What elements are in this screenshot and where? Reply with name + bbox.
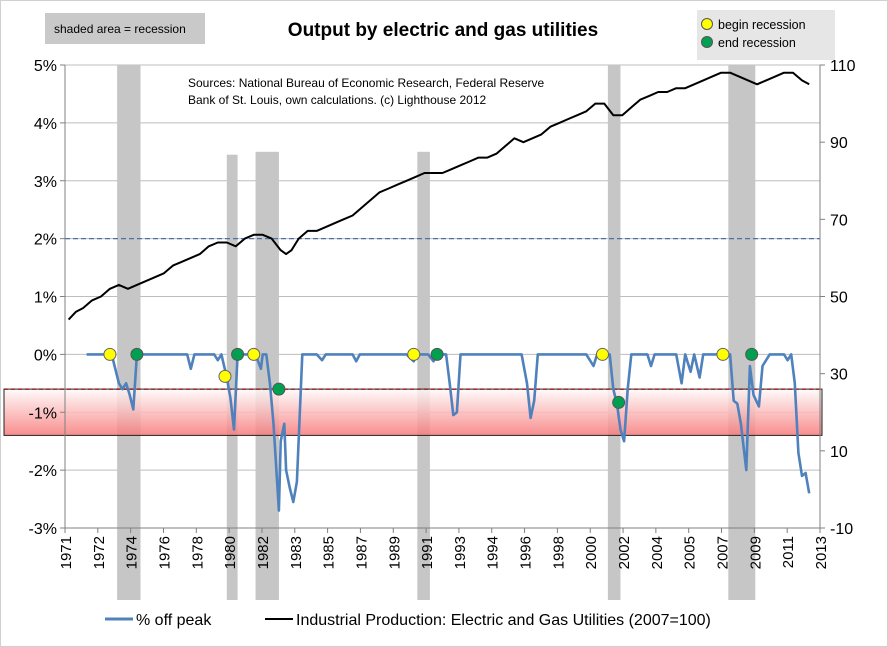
left-tick-label: -3% xyxy=(29,521,57,538)
begin-recession-legend-icon xyxy=(701,18,713,30)
left-tick-label: -1% xyxy=(29,405,57,422)
left-tick-label: -2% xyxy=(29,463,57,480)
shading-note-box xyxy=(45,13,205,44)
begin-recession-marker xyxy=(716,347,730,361)
right-tick-label: 10 xyxy=(830,444,848,461)
x-tick-label: 1991 xyxy=(419,536,436,569)
begin-recession-marker xyxy=(407,347,421,361)
recession-band xyxy=(417,151,430,600)
end-recession-legend-icon xyxy=(701,36,713,48)
right-tick-label: 110 xyxy=(830,58,856,75)
x-tick-label: 1989 xyxy=(386,536,403,569)
left-tick-label: 5% xyxy=(34,58,57,75)
left-tick-label: 0% xyxy=(34,347,57,364)
left-tick-label: 4% xyxy=(34,116,57,133)
left-tick-label: 2% xyxy=(34,232,57,249)
left-tick-label: 1% xyxy=(34,290,57,307)
x-tick-label: 1974 xyxy=(124,536,141,569)
begin-recession-legend-label: begin recession xyxy=(718,18,806,32)
recession-band xyxy=(255,151,279,600)
x-tick-label: 1978 xyxy=(189,536,206,569)
recession-band xyxy=(226,154,238,601)
x-tick-label: 2009 xyxy=(747,536,764,569)
x-tick-label: 1993 xyxy=(452,536,469,569)
left-tick-label: 3% xyxy=(34,174,57,191)
end-recession-marker xyxy=(272,382,286,396)
x-tick-label: 1982 xyxy=(255,536,272,569)
legend-label-industrial-production: Industrial Production: Electric and Gas … xyxy=(296,612,711,629)
x-tick-label: 2007 xyxy=(715,536,732,569)
x-tick-label: 2004 xyxy=(649,536,666,569)
end-recession-marker xyxy=(745,347,759,361)
x-tick-label: 1971 xyxy=(58,536,75,569)
series-line-pct-off-peak xyxy=(86,353,811,512)
end-recession-marker xyxy=(231,347,245,361)
right-tick-label: 30 xyxy=(830,367,848,384)
begin-recession-marker xyxy=(247,347,261,361)
x-tick-label: 2005 xyxy=(682,536,699,569)
x-tick-label: 1972 xyxy=(91,536,108,569)
recession-band xyxy=(117,65,141,600)
x-tick-label: 1985 xyxy=(321,536,338,569)
chart-title: Output by electric and gas utilities xyxy=(288,20,598,41)
x-tick-label: 1994 xyxy=(485,536,502,569)
x-tick-label: 1996 xyxy=(518,536,535,569)
x-tick-label: 2011 xyxy=(780,536,797,568)
x-tick-label: 1998 xyxy=(550,536,567,569)
x-tick-label: 2013 xyxy=(813,536,830,569)
x-tick-label: 1983 xyxy=(288,536,305,569)
x-tick-label: 1980 xyxy=(222,536,239,569)
end-recession-marker xyxy=(430,347,444,361)
plot-area: 5% 4% 3% 2% 1% 0% -1% -2% -3% 110 90 70 50 30 10 -10 197… xyxy=(3,58,856,601)
x-tick-label: 2002 xyxy=(616,536,633,569)
recession-band xyxy=(607,65,621,600)
x-tick-label: 2000 xyxy=(583,536,600,569)
right-tick-label: 70 xyxy=(830,212,848,229)
series-line-industrial-production xyxy=(67,71,810,321)
x-tick-label: 1976 xyxy=(156,536,173,569)
recession-band xyxy=(728,65,756,600)
begin-recession-marker xyxy=(218,369,232,383)
shading-note: shaded area = recession xyxy=(54,22,186,36)
end-recession-legend-label: end recession xyxy=(718,36,796,50)
warning-band xyxy=(3,388,823,436)
right-tick-label: 50 xyxy=(830,290,848,307)
sources-line-1: Sources: National Bureau of Economic Res… xyxy=(188,76,545,90)
right-tick-label: -10 xyxy=(830,521,853,538)
legend-label-pct-off-peak: % off peak xyxy=(136,612,212,629)
right-tick-label: 90 xyxy=(830,135,848,152)
sources-line-2: Bank of St. Louis, own calculations. (c)… xyxy=(188,93,487,107)
begin-recession-marker xyxy=(103,347,117,361)
end-recession-marker xyxy=(130,347,144,361)
x-tick-label: 1987 xyxy=(353,536,370,569)
marker-legend-box xyxy=(697,10,835,60)
end-recession-marker xyxy=(612,395,626,409)
begin-recession-marker xyxy=(595,347,609,361)
